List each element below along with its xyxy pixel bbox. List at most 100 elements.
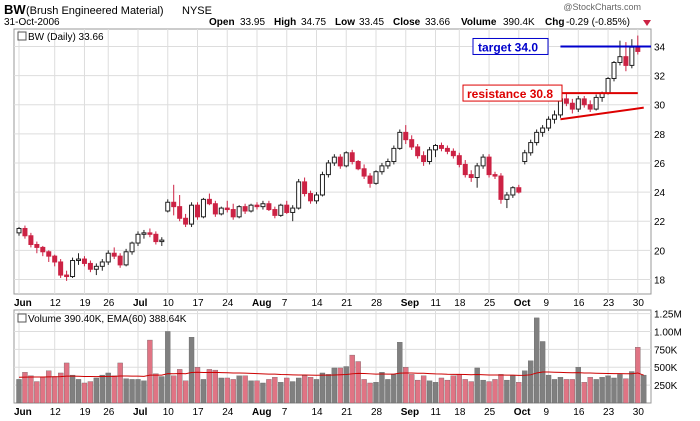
- volume-bar: [295, 377, 302, 404]
- volume-bar: [409, 374, 415, 404]
- volume-bar: [147, 339, 153, 404]
- volume-date-label: 9: [544, 407, 550, 418]
- volume-bar: [69, 374, 76, 404]
- volume-bar: [58, 372, 64, 404]
- volume-date-label: 16: [573, 407, 585, 418]
- volume-bar: [284, 377, 290, 404]
- candle-body: [468, 174, 474, 179]
- price-tick-label: 28: [654, 130, 666, 141]
- candle-body: [391, 147, 397, 162]
- volume-bar: [75, 379, 82, 404]
- price-tick-label: 32: [654, 72, 666, 83]
- candle-body: [22, 227, 28, 237]
- volume-date-label: 21: [341, 407, 353, 418]
- volume-bar: [474, 367, 480, 404]
- volume-bar: [272, 377, 278, 404]
- price-tick-label: 22: [654, 217, 666, 228]
- candle-body: [349, 152, 355, 162]
- ema-line: [18, 371, 644, 378]
- candle-body: [58, 261, 64, 276]
- volume-bar: [81, 382, 88, 404]
- price-tick-label: 34: [654, 42, 666, 53]
- candle-body: [433, 144, 438, 151]
- candle-body: [379, 165, 385, 173]
- volume-bar: [349, 354, 355, 404]
- open-label: Open: [209, 17, 235, 28]
- exchange: NYSE: [182, 5, 212, 17]
- candle-body: [177, 206, 183, 219]
- candle-body: [474, 165, 480, 179]
- candle-body: [480, 156, 486, 167]
- candle-body: [314, 194, 319, 202]
- price-legend: BW (Daily) 33.66: [28, 32, 104, 43]
- candle-body: [403, 131, 409, 141]
- volume-date-label: 26: [103, 407, 115, 418]
- volume-date-label: 23: [603, 407, 615, 418]
- volume-bar: [153, 373, 159, 404]
- volume-bar: [52, 376, 58, 404]
- target-label-box: [472, 37, 549, 55]
- price-date-label: Jun: [14, 298, 32, 309]
- price-date-label: 11: [431, 298, 442, 309]
- volume-bar: [367, 382, 373, 404]
- volume-date-label: 11: [431, 407, 442, 418]
- volume-bar: [260, 382, 266, 404]
- volume-bar: [611, 377, 617, 404]
- volume-bar: [623, 378, 629, 404]
- volume-bar: [629, 371, 635, 404]
- candle-body: [409, 139, 415, 148]
- candle-body: [153, 233, 159, 243]
- candle-body: [319, 174, 325, 196]
- candle-body: [135, 233, 141, 244]
- price-tick-label: 26: [654, 159, 666, 170]
- candle-body: [218, 207, 224, 215]
- volume-bar: [605, 375, 611, 404]
- open-value: 33.95: [240, 17, 265, 28]
- volume-bar: [420, 375, 427, 404]
- price-overlays: target 34.0 resistance 30.8: [462, 37, 651, 121]
- price-date-label: 7: [282, 298, 288, 309]
- volume-bar: [87, 381, 94, 404]
- volume-bar: [456, 374, 462, 404]
- volume-bar: [635, 347, 641, 404]
- candle-body: [212, 203, 218, 215]
- close-value: 33.66: [425, 17, 450, 28]
- candle-body: [64, 274, 70, 278]
- candle-body: [325, 162, 331, 176]
- candle-body: [147, 232, 153, 235]
- candle-body: [70, 260, 76, 278]
- volume-bar: [212, 369, 219, 404]
- resistance-label-box: [462, 84, 563, 102]
- volume-bar: [575, 367, 581, 404]
- volume-bar: [343, 366, 349, 404]
- candle-body: [183, 217, 189, 225]
- volume-bar: [16, 379, 22, 404]
- price-date-label: 25: [484, 298, 496, 309]
- volume-bar: [218, 377, 224, 404]
- volume-bar: [224, 377, 230, 404]
- candle-body: [415, 146, 421, 157]
- candle-body: [385, 161, 391, 167]
- candle-body: [540, 127, 546, 133]
- price-candles: [16, 35, 641, 281]
- volume-bar: [171, 375, 177, 404]
- volume-bar: [403, 367, 409, 404]
- volume-bar: [462, 379, 468, 404]
- volume-bar: [438, 377, 445, 404]
- resistance-label: resistance 30.8: [467, 87, 553, 101]
- price-tick-label: 24: [654, 188, 666, 199]
- candle-body: [111, 252, 117, 257]
- candle-body: [129, 242, 135, 253]
- volume-bar: [236, 375, 242, 404]
- volume-date-label: Jul: [133, 407, 148, 418]
- candle-body: [200, 198, 206, 218]
- candle-body: [76, 258, 81, 262]
- volume-bar: [337, 367, 343, 404]
- volume-bar: [397, 342, 403, 404]
- price-date-label: 10: [163, 298, 175, 309]
- candle-body: [355, 161, 361, 170]
- volume-bar: [313, 379, 320, 404]
- volume-bar: [617, 374, 623, 404]
- volume-bar: [522, 370, 528, 404]
- volume-bar: [129, 379, 135, 404]
